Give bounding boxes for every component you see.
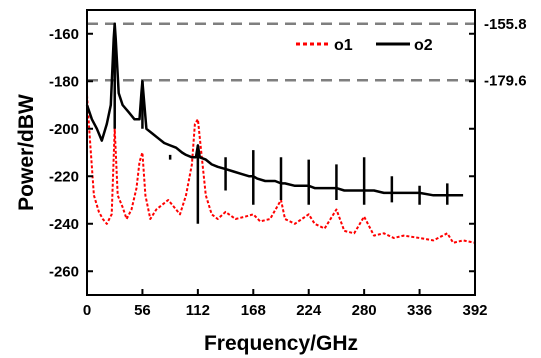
- y-tick-label: -220: [49, 168, 79, 185]
- plot-series: [85, 22, 476, 244]
- legend: o1 o2: [296, 37, 433, 54]
- y-axis-label: Power/dBW: [15, 94, 38, 211]
- reference-line-label: -179.6: [484, 72, 527, 89]
- x-tick-label: 392: [462, 302, 487, 319]
- series-line-o1: [86, 95, 476, 244]
- y-tick-label: -160: [49, 26, 79, 43]
- x-tick-label: 168: [241, 302, 266, 319]
- x-axis-label: Frequency/GHz: [204, 332, 358, 355]
- legend-label-o2: o2: [414, 37, 433, 54]
- y-tick-label: -200: [49, 121, 79, 138]
- plot-frame: [86, 9, 476, 296]
- y-tick-label: -180: [49, 73, 79, 90]
- legend-label-o1: o1: [334, 37, 353, 54]
- reference-lines: -155.8 -179.6: [87, 16, 527, 89]
- x-tick-label: 56: [134, 302, 151, 319]
- x-tick-label: 224: [296, 302, 322, 319]
- x-tick-label: 336: [407, 302, 432, 319]
- axis-ticks: 0 56 112 168 224 280 336 392 -160 -180 -200 -220 -24…: [49, 26, 488, 319]
- x-tick-label: 112: [186, 302, 210, 319]
- y-tick-label: -260: [49, 263, 79, 280]
- x-tick-label: 0: [83, 302, 91, 319]
- series-line-o2: [85, 22, 464, 197]
- x-tick-label: 280: [352, 302, 377, 319]
- reference-line-label: -155.8: [484, 16, 527, 33]
- y-tick-label: -240: [49, 216, 79, 233]
